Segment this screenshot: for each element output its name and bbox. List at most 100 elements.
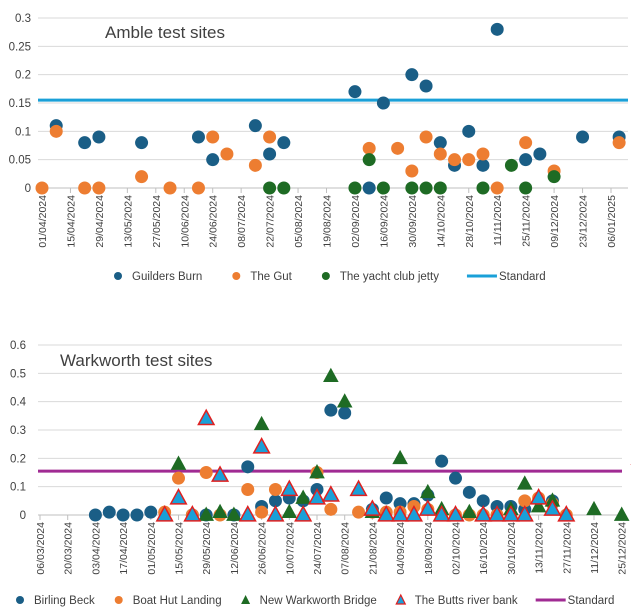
data-point [449,471,462,485]
data-point [155,504,174,522]
data-point [392,449,408,465]
data-point [533,147,547,161]
x-tick-label: 25/11/2024 [521,195,533,247]
data-point [391,504,410,522]
amble-chart-svg: 0 0.05 0.1 0.15 0.2 0.25 0.3 01/04/2024 15/04/20… [9,13,628,283]
data-point [170,455,187,470]
x-tick-label: 16/10/2024 [478,522,490,575]
legend-item-standard: Standard [466,271,546,283]
data-point [336,393,353,408]
legend-label: The yacht club jetty [340,271,439,283]
data-point [501,504,520,522]
data-point [391,141,405,155]
legend-label: The Butts river bank [415,595,518,607]
legend-marker-triangle [241,595,251,604]
data-point [183,504,202,522]
data-point [405,164,419,178]
warkworth-chart: 0 0.1 0.2 0.3 0.4 0.5 0.6 06/03/2024 20/03/2024 0… [0,330,631,609]
legend-item-boat-hut-landing: Boat Hut Landing [114,595,222,607]
x-tick-label: 09/12/2024 [549,195,561,248]
x-tick-label: 29/05/2024 [201,522,213,575]
chart-title: Amble test sites [105,23,225,42]
y-tick-label: 0 [25,183,31,195]
data-point [116,508,130,522]
data-point [362,181,376,195]
data-point [220,147,234,161]
data-point [277,136,291,150]
data-point [543,499,562,516]
y-tick-label: 0.3 [15,13,31,25]
legend-label: New Warkworth Bridge [260,595,377,607]
data-point [248,158,262,172]
y-tick-label: 0.15 [9,98,31,110]
data-point [418,499,437,516]
data-point [490,181,504,195]
legend-item-the-butts-river-bank: The Butts river bank [395,593,518,607]
data-point [206,153,220,167]
x-tick-label: 02/10/2024 [451,522,463,575]
data-point [35,181,49,195]
data-point [144,505,158,519]
legend-label: Boat Hut Landing [133,595,222,607]
data-point [309,464,325,479]
data-point [461,503,478,519]
data-point [348,181,362,195]
x-tick-label: 02/09/2024 [350,195,362,248]
data-point [324,502,338,516]
legend-item-the-gut: The Gut [232,271,293,283]
legend-marker-circle [232,272,241,280]
y-tick-label: 0.2 [15,70,31,82]
y-tick-label: 0.05 [9,155,31,167]
x-tick-label: 23/12/2024 [578,195,590,248]
data-point [376,96,390,110]
x-tick-label: 15/05/2024 [174,522,186,575]
amble-chart: 0 0.05 0.1 0.15 0.2 0.25 0.3 01/04/2024 15/04/20… [0,0,631,300]
data-point [253,415,270,431]
x-tick-label: 11/12/2024 [589,522,601,574]
data-point [435,454,449,468]
data-point [476,158,490,172]
legend-item-standard: Standard [535,595,614,607]
data-point [268,494,282,508]
data-point [241,460,255,474]
data-point [198,506,214,521]
data-point [487,504,507,522]
data-point [88,508,102,522]
data-point [238,504,257,522]
legend-item-birling-beck: Birling Beck [16,595,95,607]
data-point [490,22,504,36]
x-tick-label: 24/06/2024 [208,195,220,248]
data-point [576,130,590,144]
data-point [529,487,548,505]
data-point [519,153,533,167]
data-point [324,403,338,417]
x-tick-label: 30/09/2024 [407,195,419,248]
x-tick-label: 19/08/2024 [322,195,334,248]
data-point [363,499,382,516]
data-point [518,494,532,508]
legend-label: Standard [499,271,546,283]
data-point [263,147,277,161]
data-point [295,489,311,504]
data-point [349,479,368,497]
data-point [191,130,205,144]
y-tick-label: 0.3 [10,425,26,437]
data-point [476,147,490,161]
data-point [352,505,366,519]
data-point [266,504,285,522]
data-point [462,153,476,167]
y-tick-label: 0 [20,510,26,522]
data-point [376,181,390,195]
y-tick-label: 0.6 [10,340,26,352]
data-point [172,471,185,485]
data-point [92,181,106,195]
data-point [169,487,188,505]
data-point [78,136,92,150]
x-tick-label: 17/04/2024 [118,522,130,575]
data-point [420,483,436,499]
data-point [348,85,362,99]
legend-item-the-yacht-club-jetty: The yacht club jetty [321,271,439,283]
x-tick-label: 21/08/2024 [367,522,379,575]
data-point [530,498,547,513]
data-point [476,494,490,508]
